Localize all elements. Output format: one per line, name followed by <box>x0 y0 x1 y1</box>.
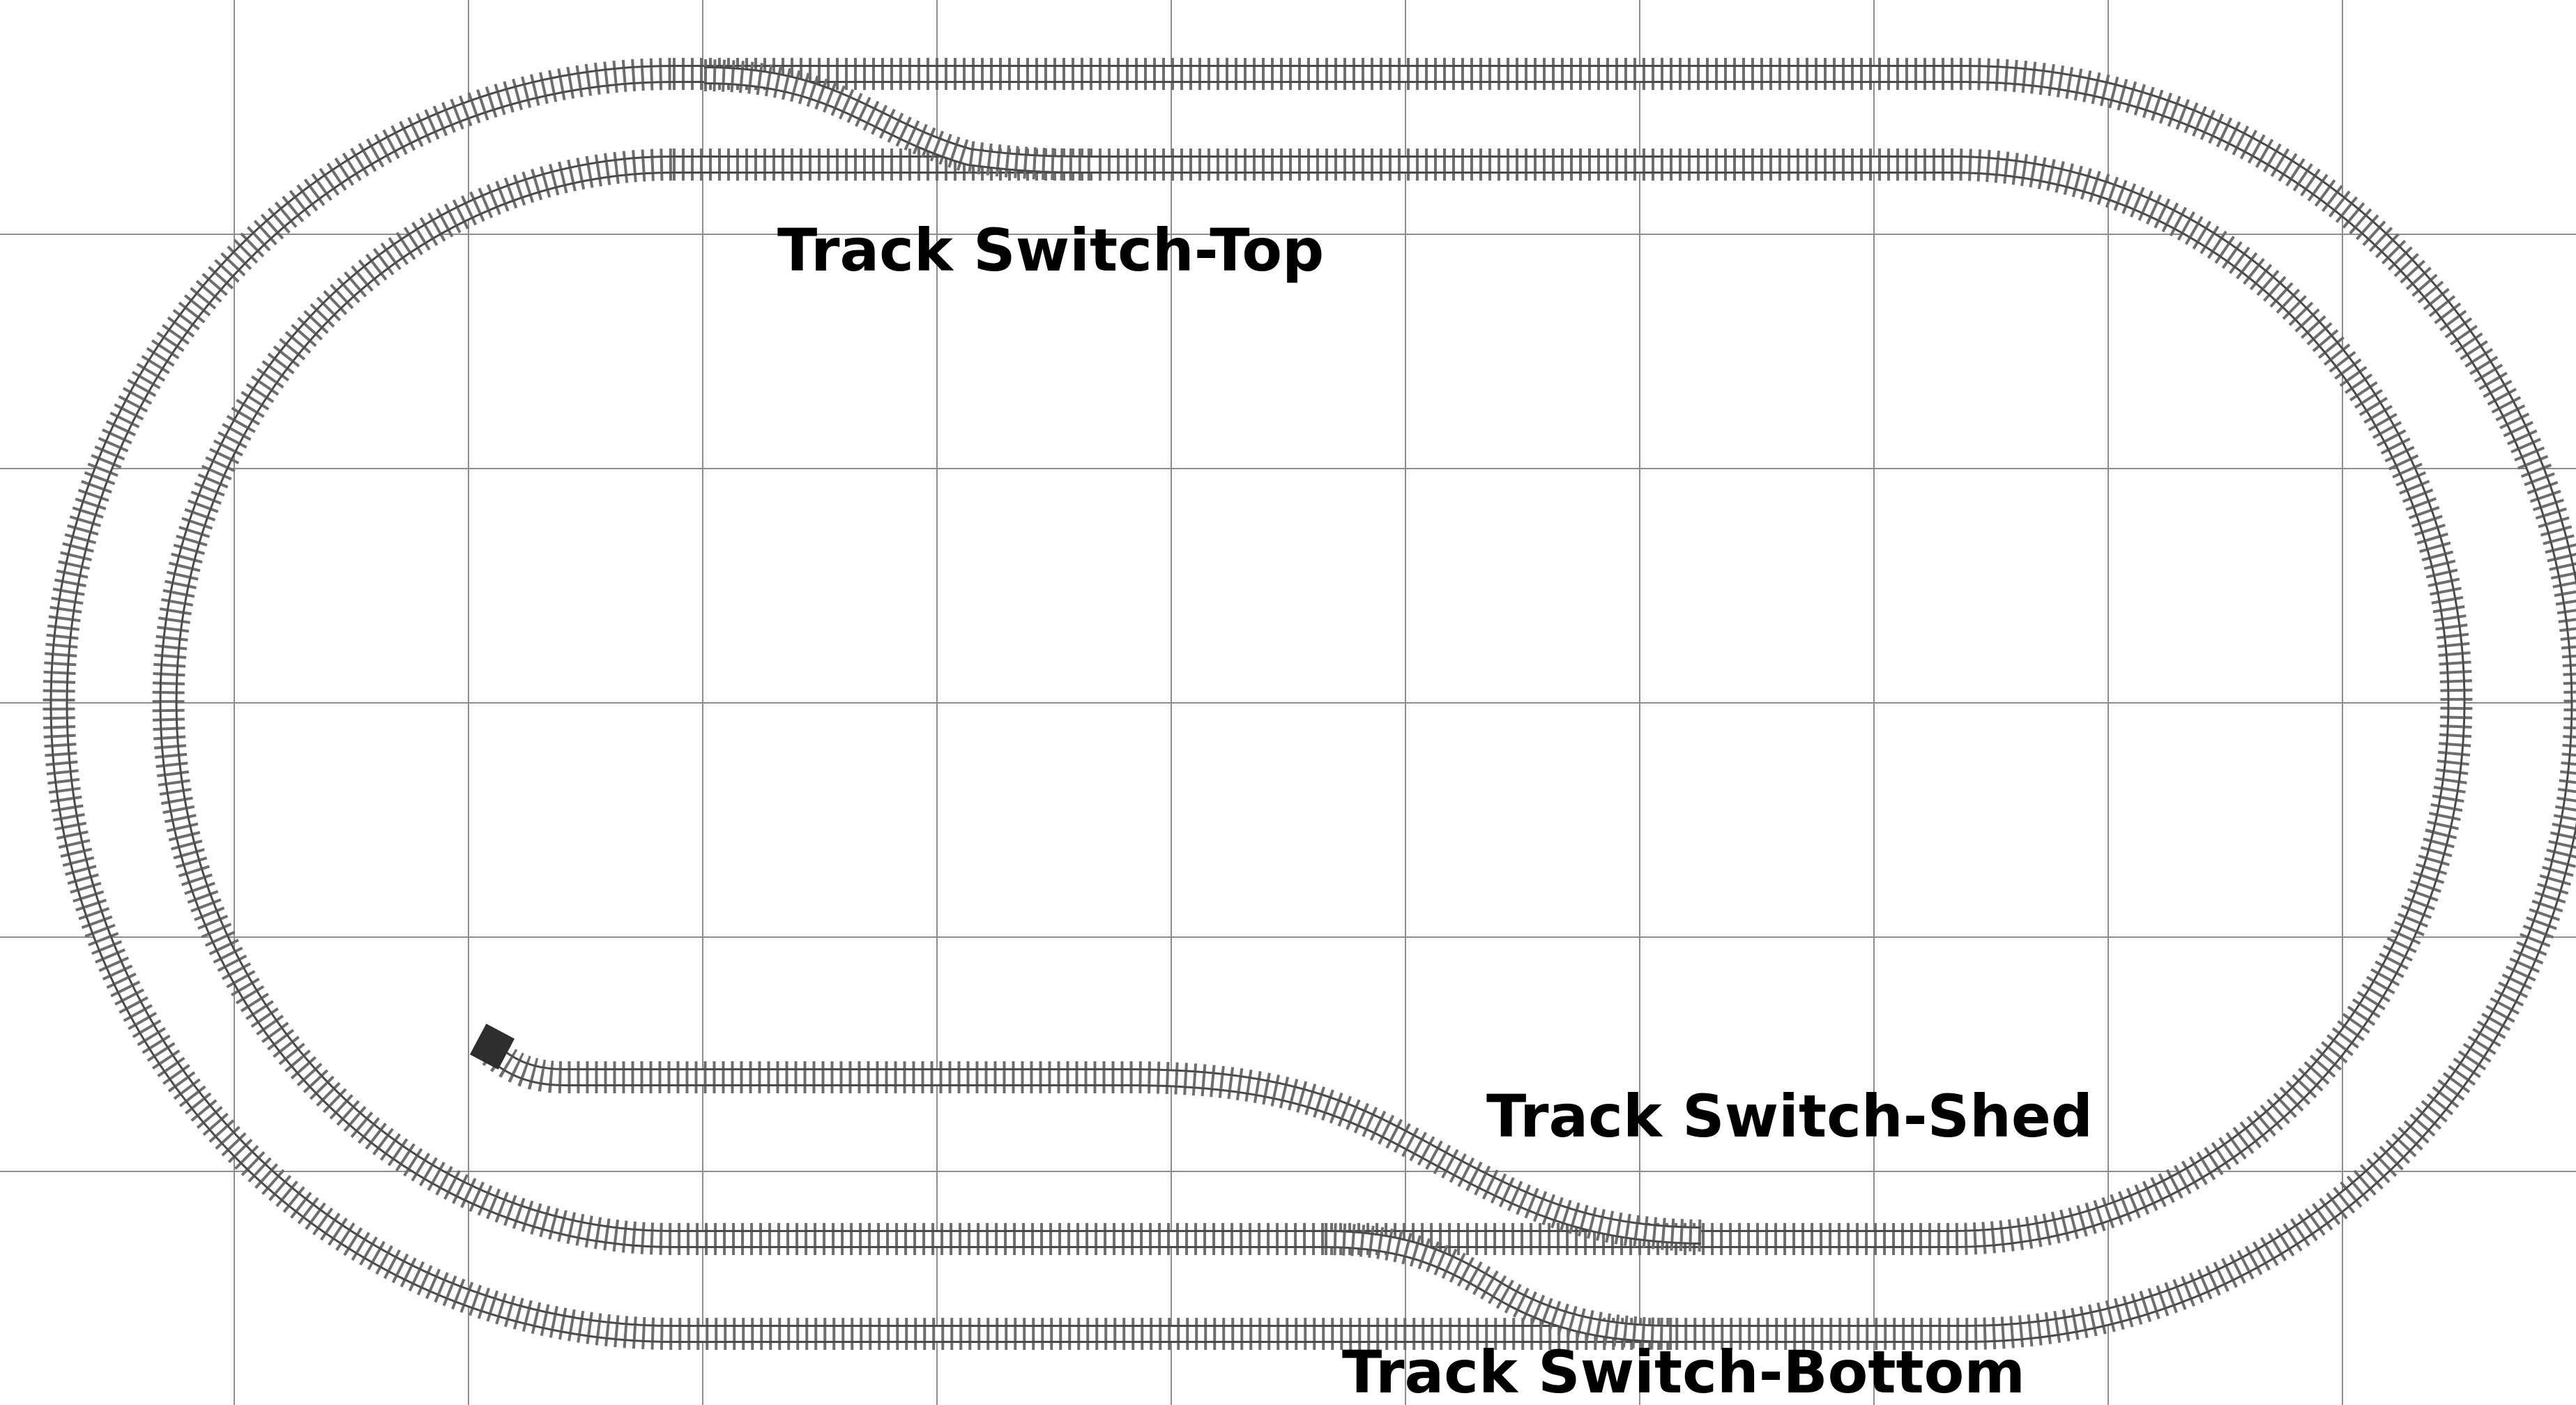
outer-loop-track <box>43 58 2576 1350</box>
track-gauge <box>483 1042 1702 1243</box>
top-switch-track <box>703 59 1095 181</box>
shed-spur-track <box>477 1035 1702 1252</box>
buffer-stop <box>469 1024 515 1070</box>
track-gauge <box>1324 1232 1674 1341</box>
tracks <box>43 58 2576 1350</box>
switch-shed-label: Track Switch-Shed <box>1486 1082 2093 1150</box>
track-gauge-ties <box>703 68 1095 172</box>
switch-bottom-label: Track Switch-Bottom <box>1342 1338 2025 1405</box>
switch-top-label: Track Switch-Top <box>777 216 1324 284</box>
inner-loop-track <box>152 149 2473 1255</box>
bottom-switch-track <box>1324 1223 1674 1350</box>
labels: Track Switch-Top Track Switch-Shed Track… <box>777 216 2093 1405</box>
track-gauge <box>161 158 2464 1246</box>
track-gauge-ties <box>52 67 2576 1341</box>
